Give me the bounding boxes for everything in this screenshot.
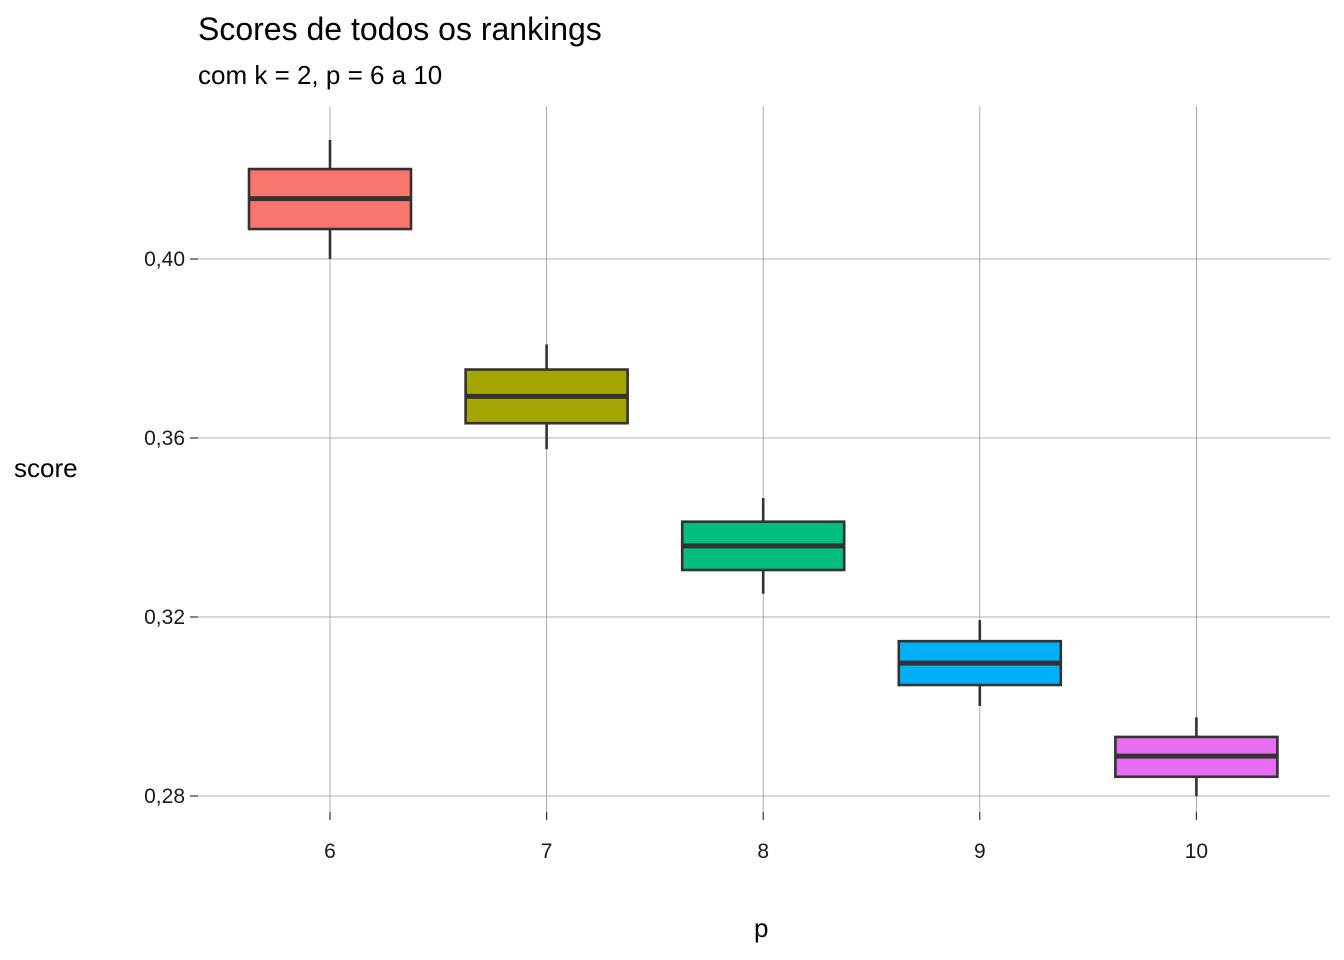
y-tick-label: 0,36 — [144, 427, 185, 450]
x-tick-label: 7 — [541, 840, 553, 863]
x-tick-label: 9 — [974, 840, 986, 863]
axes: 0,28 0,32 0,36 0,40 6 7 8 9 10 — [144, 248, 1208, 863]
box-6 — [247, 139, 413, 259]
box-8 — [680, 497, 846, 594]
y-axis-label: score — [14, 453, 78, 483]
x-tick-label: 8 — [757, 840, 769, 863]
y-tick-label: 0,28 — [144, 785, 185, 808]
box-7 — [464, 344, 629, 450]
boxes — [247, 139, 1279, 796]
chart-title: Scores de todos os rankings — [198, 11, 602, 47]
x-tick-label: 6 — [324, 840, 336, 863]
y-tick-label: 0,32 — [144, 606, 185, 629]
x-axis-label: p — [754, 913, 769, 943]
chart-subtitle: com k = 2, p = 6 a 10 — [198, 60, 443, 90]
box-10 — [1114, 717, 1279, 796]
y-tick-label: 0,40 — [144, 248, 185, 271]
box-9 — [897, 620, 1063, 707]
x-tick-label: 10 — [1185, 840, 1208, 863]
grid — [198, 106, 1330, 812]
